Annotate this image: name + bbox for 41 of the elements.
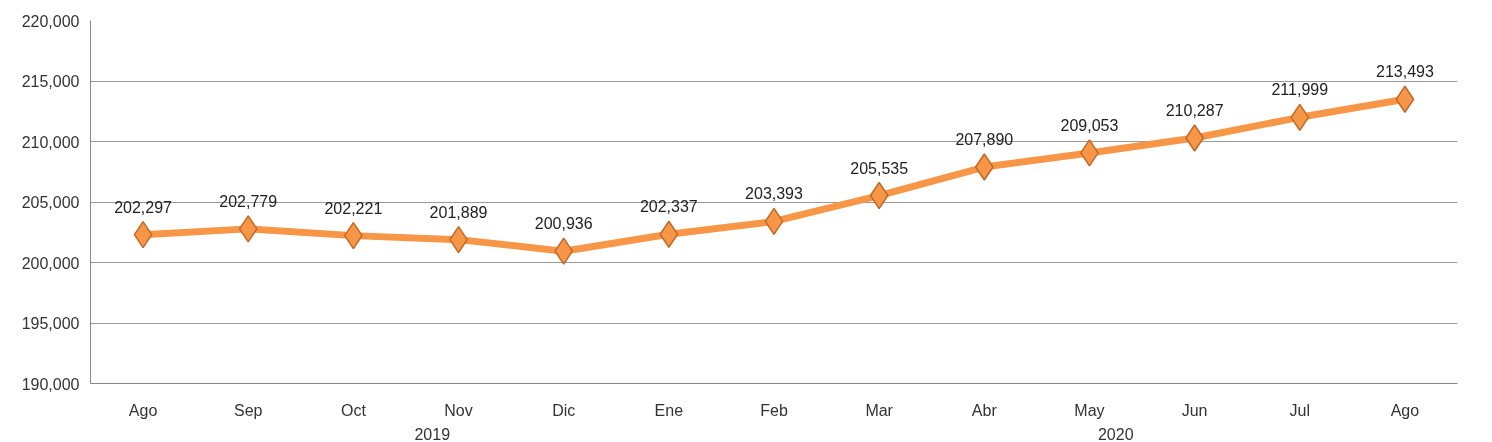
x-tick-label: Nov bbox=[444, 401, 473, 419]
text: 2020 bbox=[1097, 425, 1134, 442]
y-tick-label: 195,000 bbox=[21, 315, 80, 332]
data-label: 205,535 bbox=[850, 159, 909, 177]
data-label: 203,393 bbox=[745, 185, 804, 203]
data-label: 210,287 bbox=[1165, 102, 1224, 120]
data-label: 207,890 bbox=[955, 131, 1014, 149]
y-tick-label: 220,000 bbox=[21, 12, 80, 30]
data-label: 201,889 bbox=[429, 203, 488, 221]
x-tick-label: Oct bbox=[340, 401, 367, 419]
x-tick-label: Dic bbox=[552, 401, 576, 419]
point bbox=[1185, 124, 1205, 152]
x-tick-label: Feb bbox=[760, 401, 788, 419]
y-tick-label: 200,000 bbox=[21, 254, 80, 272]
point bbox=[974, 153, 994, 181]
x-tick-label: Jun bbox=[1181, 401, 1208, 419]
x-tick-label: Ene bbox=[654, 401, 684, 419]
x-tick-label: Mar bbox=[865, 401, 894, 419]
x-tick-label: Abr bbox=[971, 401, 998, 419]
x-tick-label: Sep bbox=[234, 401, 263, 419]
data-label: 202,779 bbox=[219, 192, 278, 210]
y-tick-label: 190,000 bbox=[21, 375, 80, 393]
text: 2019 bbox=[414, 425, 451, 442]
data-label: 202,337 bbox=[639, 198, 698, 216]
data-label: 202,221 bbox=[324, 199, 383, 217]
y-tick-label: 205,000 bbox=[21, 194, 80, 211]
y-tick-label: 215,000 bbox=[21, 73, 80, 90]
x-tick-label: Ago bbox=[1390, 401, 1420, 419]
x-tick-label: May bbox=[1074, 401, 1105, 419]
data-label: 213,493 bbox=[1376, 63, 1434, 81]
x-tick-label: Ago bbox=[128, 401, 158, 419]
point bbox=[238, 215, 258, 243]
x-tick-label: Jul bbox=[1289, 401, 1310, 419]
data-label: 209,053 bbox=[1060, 116, 1119, 134]
y-tick-label: 210,000 bbox=[21, 133, 80, 151]
data-label: 211,999 bbox=[1271, 81, 1329, 99]
point bbox=[1395, 85, 1415, 113]
data-label: 202,297 bbox=[114, 198, 173, 216]
data-label: 200,936 bbox=[534, 215, 593, 233]
point bbox=[554, 237, 574, 265]
point bbox=[659, 220, 679, 248]
